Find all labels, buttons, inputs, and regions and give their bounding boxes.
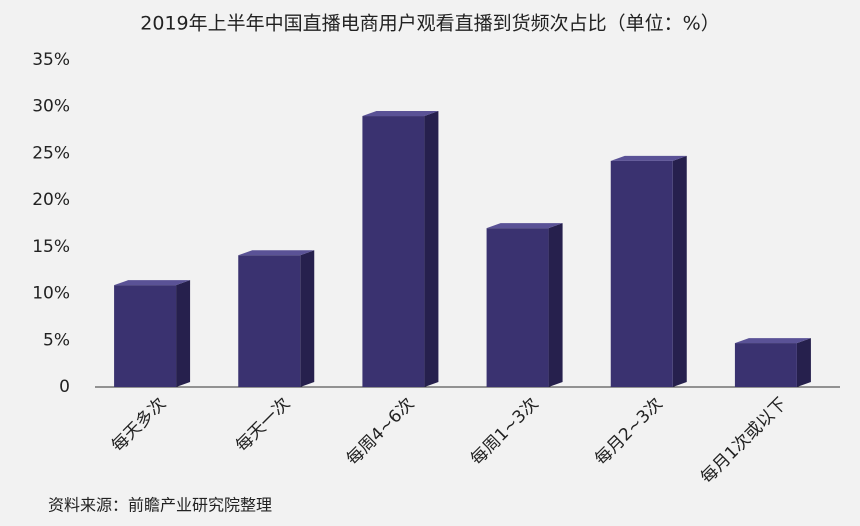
- y-tick-label: 10%: [32, 284, 70, 304]
- bar-top: [734, 338, 811, 344]
- y-tick-label: 0: [59, 377, 70, 397]
- bar-top: [486, 223, 563, 229]
- y-tick-label: 15%: [32, 237, 70, 257]
- chart-title: 2019年上半年中国直播电商用户观看直播到货频次占比（单位：%）: [140, 13, 719, 35]
- bar: [734, 343, 797, 387]
- bar-side: [424, 111, 439, 388]
- bar: [486, 228, 549, 387]
- bar: [114, 285, 177, 387]
- bar: [610, 160, 673, 387]
- y-tick-label: 25%: [32, 143, 70, 163]
- source-note: 资料来源：前瞻产业研究院整理: [48, 496, 272, 515]
- bar-top: [238, 250, 315, 256]
- bar-side: [176, 280, 191, 387]
- bar: [238, 255, 301, 387]
- bar: [362, 116, 425, 388]
- y-tick-label: 35%: [32, 50, 70, 70]
- y-tick-label: 20%: [32, 190, 70, 210]
- y-tick-label: 30%: [32, 97, 70, 117]
- bar-top: [610, 155, 687, 161]
- bar-side: [672, 155, 687, 387]
- bar-side: [548, 223, 563, 387]
- bar-top: [362, 111, 439, 117]
- bar-top: [114, 280, 191, 286]
- bar-side: [796, 338, 811, 387]
- y-tick-label: 5%: [43, 330, 70, 350]
- bar-side: [300, 250, 315, 387]
